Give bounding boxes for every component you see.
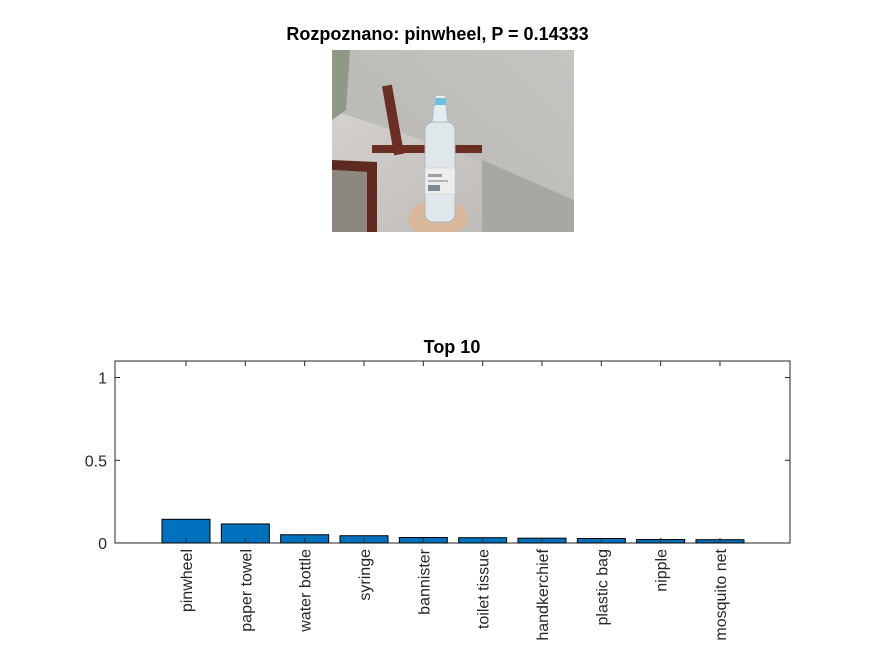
- x-tick-label: pinwheel: [179, 549, 196, 612]
- x-tick-label: toilet tissue: [476, 549, 493, 629]
- y-tick-label: 1: [98, 371, 107, 388]
- y-tick-label: 0: [98, 536, 107, 553]
- x-tick-label: nipple: [654, 549, 671, 592]
- y-tick-label: 0.5: [85, 453, 107, 470]
- plot-area: [114, 360, 791, 544]
- x-tick-label: mosquito net: [713, 548, 730, 640]
- x-tick-label: plastic bag: [594, 549, 611, 626]
- x-tick-label: water bottle: [298, 549, 315, 633]
- x-tick-label: handkerchief: [535, 548, 552, 640]
- image-title: Rozpoznano: pinwheel, P = 0.14333: [286, 24, 589, 44]
- x-tick-label: paper towel: [238, 549, 255, 632]
- x-tick-label: syringe: [357, 549, 374, 601]
- recognized-photo: [332, 50, 574, 232]
- webcam-photo-icon: [332, 50, 574, 232]
- chart-title: Top 10: [424, 337, 481, 357]
- x-tick-label: bannister: [416, 548, 433, 614]
